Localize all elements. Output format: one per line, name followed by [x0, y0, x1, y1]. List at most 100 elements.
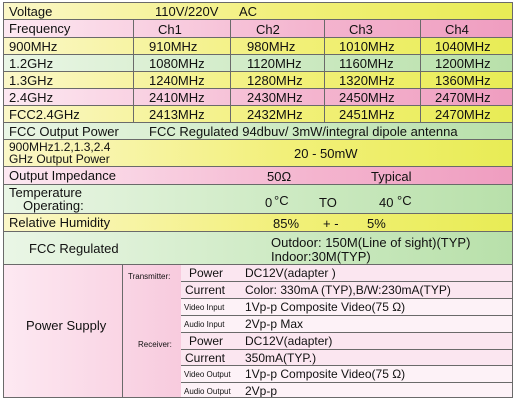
power-supply-label: Power Supply [26, 318, 107, 333]
temperature-row: Temperature Operating: 0 °C TO 40 °C [3, 184, 513, 213]
freq-cell: 910MHz [149, 39, 198, 54]
humidity-value: 85% [273, 216, 300, 231]
fcc-output-label: FCC Output Power [9, 123, 119, 139]
freq-row: 1.2GHz 1080MHz 1120MHz 1160MHz 1200MHz [3, 54, 513, 71]
freq-cell: 2451MHz [339, 107, 395, 122]
output-power-label-1: 900MHz1.2,1.3,2.4 [9, 140, 111, 154]
ps-key: Audio Output [184, 387, 231, 396]
humidity-tol: 5% [367, 216, 386, 231]
impedance-row: Output Impedance 50Ω Typical [3, 166, 513, 184]
transmitter-current-row: Current Color: 330mA (TYP),B/W:230mA(TYP… [181, 281, 513, 298]
freq-cell: 2413MHz [149, 107, 205, 122]
voltage-label: Voltage [9, 3, 53, 19]
temperature-high: 40 [379, 195, 394, 210]
freq-cell: 1010MHz [339, 39, 395, 54]
freq-row: FCC2.4GHz 2413MHz 2432MHz 2451MHz 2470MH… [3, 105, 513, 122]
temperature-label-1: Temperature [9, 185, 82, 200]
ps-value: 350mA(TYP.) [245, 351, 317, 365]
freq-cell: 1240MHz [149, 73, 205, 88]
freq-cell: 2470MHz [435, 90, 491, 105]
freq-row-label: 900MHz [9, 38, 58, 54]
freq-cell: 980MHz [247, 39, 296, 54]
freq-cell: 1280MHz [247, 73, 303, 88]
column-divider [420, 19, 421, 122]
transmitter-label: Transmitter: [128, 272, 171, 281]
impedance-value: 50Ω [267, 169, 292, 184]
ps-key: Current [185, 351, 226, 365]
column-divider [230, 19, 231, 122]
ps-value: 1Vp-p Composite Video(75 Ω) [245, 367, 406, 381]
freq-row-label: 1.2GHz [9, 55, 54, 71]
frequency-label: Frequency [9, 21, 71, 36]
freq-row-label: FCC2.4GHz [9, 106, 80, 122]
receiver-current-row: Current 350mA(TYP.) [181, 349, 513, 365]
ch2-header: Ch2 [256, 22, 280, 37]
fcc-output-row: FCC Output Power FCC Regulated 94dbuv/ 3… [3, 122, 513, 139]
output-power-value: 20 - 50mW [294, 146, 358, 161]
ps-key: Video Output [184, 370, 231, 379]
ps-value: 1Vp-p Composite Video(75 Ω) [245, 300, 406, 314]
ps-key: Current [185, 283, 226, 297]
ch4-header: Ch4 [445, 22, 469, 37]
temperature-high-unit: °C [397, 193, 412, 208]
freq-row-label: 1.3GHz [9, 72, 54, 88]
impedance-label: Output Impedance [9, 168, 116, 183]
receiver-audio-row: Audio Output 2Vp-p [181, 382, 513, 398]
temperature-low: 0 [265, 195, 273, 210]
humidity-label: Relative Humidity [9, 215, 111, 230]
freq-cell: 2430MHz [247, 90, 303, 105]
freq-row: 2.4GHz 2410MHz 2430MHz 2450MHz 2470MHz [3, 88, 513, 105]
ch1-header: Ch1 [158, 22, 182, 37]
freq-cell: 1120MHz [247, 56, 302, 71]
voltage-value: 110V/220V [155, 4, 219, 19]
freq-cell: 1320MHz [339, 73, 395, 88]
freq-cell: 2432MHz [247, 107, 303, 122]
power-supply-divider [122, 264, 123, 398]
freq-cell: 1200MHz [435, 56, 491, 71]
freq-row-label: 2.4GHz [9, 89, 54, 105]
ps-value: 2Vp-p [245, 384, 278, 398]
output-power-row: 900MHz1.2,1.3,2.4 GHz Output Power 20 - … [3, 139, 513, 166]
column-divider [133, 19, 134, 122]
freq-row: 900MHz 910MHz 980MHz 1010MHz 1040MHz [3, 37, 513, 54]
fcc-regulated-label: FCC Regulated [29, 241, 119, 256]
fcc-regulated-row: FCC Regulated Outdoor: 150M(Line of sigh… [3, 231, 513, 264]
fcc-output-value: FCC Regulated 94dbuv/ 3mW/integral dipol… [149, 124, 458, 139]
transmitter-power-row: Power DC12V(adapter ) [181, 264, 513, 281]
ps-value: Color: 330mA (TYP),B/W:230mA(TYP) [245, 283, 451, 297]
humidity-sep: + - [323, 216, 339, 231]
receiver-video-row: Video Output 1Vp-p Composite Video(75 Ω) [181, 365, 513, 382]
ch3-header: Ch3 [349, 22, 373, 37]
humidity-row: Relative Humidity 85% + - 5% [3, 213, 513, 231]
ps-key: Power [189, 334, 224, 348]
ps-key: Power [189, 266, 224, 280]
freq-cell: 1160MHz [339, 56, 394, 71]
frequency-header-row: Frequency Ch1 Ch2 Ch3 Ch4 [3, 19, 513, 37]
output-power-label-2: GHz Output Power [9, 152, 110, 166]
freq-cell: 1360MHz [435, 73, 491, 88]
ps-key: Audio Input [184, 320, 225, 329]
voltage-row: Voltage 110V/220V AC [3, 2, 513, 19]
column-divider [324, 19, 325, 122]
transmitter-audio-row: Audio Input 2Vp-p Max [181, 315, 513, 332]
transmitter-video-row: Video Input 1Vp-p Composite Video(75 Ω) [181, 298, 513, 315]
ps-value: 2Vp-p Max [245, 317, 304, 331]
freq-cell: 2450MHz [339, 90, 395, 105]
freq-cell: 1040MHz [435, 39, 491, 54]
receiver-label: Receiver: [138, 340, 172, 349]
freq-row: 1.3GHz 1240MHz 1280MHz 1320MHz 1360MHz [3, 71, 513, 88]
ps-value: DC12V(adapter ) [245, 266, 336, 280]
freq-cell: 1080MHz [149, 56, 205, 71]
temperature-to: TO [319, 195, 337, 210]
freq-cell: 2470MHz [435, 107, 491, 122]
temperature-label-2: Operating: [23, 198, 84, 213]
temperature-low-unit: °C [274, 193, 289, 208]
freq-cell: 2410MHz [149, 90, 205, 105]
receiver-power-row: Power DC12V(adapter) [181, 332, 513, 349]
ps-key: Video Input [184, 303, 225, 312]
voltage-ac: AC [239, 4, 258, 19]
ps-value: DC12V(adapter) [245, 334, 333, 348]
fcc-regulated-indoor: Indoor:30M(TYP) [271, 249, 371, 264]
fcc-regulated-outdoor: Outdoor: 150M(Line of sight)(TYP) [271, 235, 471, 250]
